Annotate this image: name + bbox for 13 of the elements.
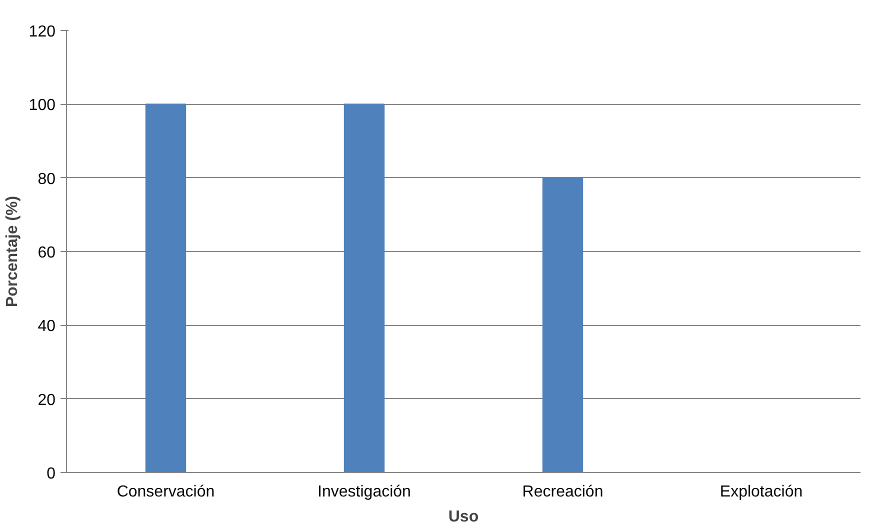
x-axis-title: Uso (448, 508, 479, 526)
x-tick-label: Recreación (522, 484, 604, 500)
y-tick-label: 20 (38, 392, 56, 409)
y-tick-label: 100 (28, 97, 56, 114)
x-tick-label: Conservación (116, 484, 215, 500)
y-tick-label: 0 (46, 466, 56, 482)
x-tick-label: Investigación (318, 484, 411, 500)
y-tick-label: 120 (28, 24, 56, 40)
y-tick-label: 60 (38, 244, 56, 262)
y-tick-label: 80 (38, 170, 56, 188)
x-tick-label: Explotación (720, 484, 803, 500)
y-axis-title: Porcentaje (%) (4, 196, 21, 308)
y-tick-label: 40 (38, 318, 56, 336)
